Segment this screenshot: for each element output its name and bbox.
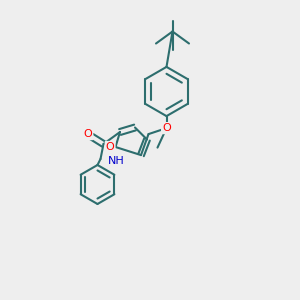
Text: O: O (162, 123, 171, 133)
Text: NH: NH (108, 155, 125, 166)
Text: O: O (106, 142, 115, 152)
Text: O: O (83, 129, 92, 139)
